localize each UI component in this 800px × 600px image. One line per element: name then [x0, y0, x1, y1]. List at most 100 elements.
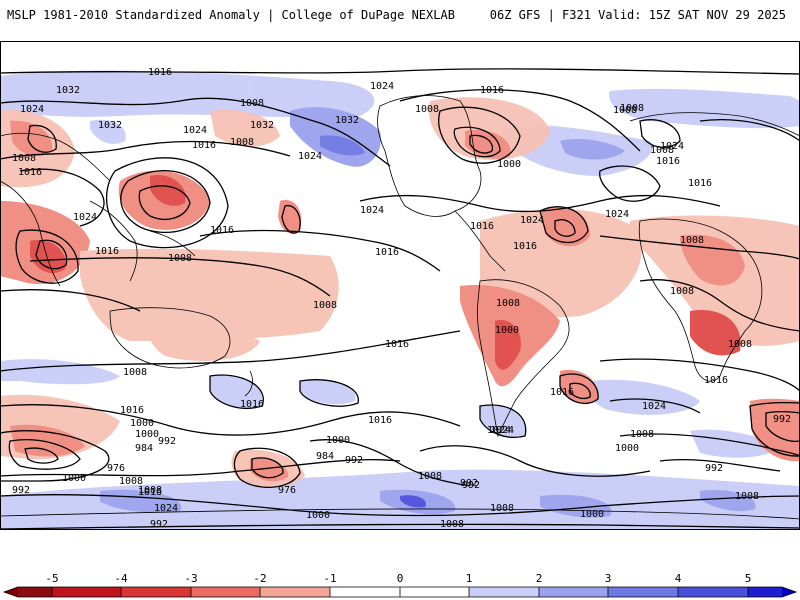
isobar-label: 1008	[168, 253, 192, 264]
isobar-label: 1024	[605, 209, 629, 220]
isobar-label: 1008	[620, 103, 644, 114]
isobar-label: 992	[773, 414, 791, 425]
colorbar-tick-label: -2	[253, 572, 267, 585]
anomaly-map: 1016 1032 1024 1008 1032 1024 1016 1032 …	[0, 41, 800, 530]
isobar-label: 1016	[138, 487, 162, 498]
colorbar-tick-label: 5	[744, 572, 752, 585]
isobar-label: 1032	[335, 115, 359, 126]
colorbar-swatches	[2, 586, 798, 598]
isobar-label: 1024	[520, 215, 544, 226]
colorbar-tick-label: 1	[465, 572, 473, 585]
colorbar-tick-label: -1	[323, 572, 337, 585]
isobar-label: 1008	[630, 429, 654, 440]
isobar-label: 1024	[73, 212, 97, 223]
colorbar-arrow-left	[4, 587, 18, 597]
isobar-label: 1008	[735, 491, 759, 502]
isobar-label: 1000	[135, 429, 159, 440]
isobar-label: 1016	[95, 246, 119, 257]
isobar-label: 1024	[183, 125, 207, 136]
isobar-label: 1024	[298, 151, 322, 162]
isobar-label: 1000	[62, 473, 86, 484]
isobar-label: 1016	[368, 415, 392, 426]
isobar-label: 1008	[119, 476, 143, 487]
isobar-label: 1000	[615, 443, 639, 454]
isobar-label: 1024	[487, 425, 511, 436]
isobar-labels: 1016 1032 1024 1008 1032 1024 1016 1032 …	[12, 67, 791, 530]
isobar-label: 1008	[240, 98, 264, 109]
coastlines	[0, 95, 800, 520]
isobar-label: 1008	[230, 137, 254, 148]
isobar-label: 992	[462, 480, 480, 491]
isobar-label: 1000	[495, 325, 519, 336]
isobar-label: 1016	[550, 387, 574, 398]
colorbar-tick-label: -5	[45, 572, 59, 585]
isobar-label: 1016	[18, 167, 42, 178]
isobar-label: 992	[460, 478, 478, 489]
isobar-label: 1008	[490, 503, 514, 514]
isobar-label: 1024	[370, 81, 394, 92]
header: MSLP 1981-2010 Standardized Anomaly | Co…	[0, 0, 800, 40]
colorbar-tick-label: 0	[396, 572, 404, 585]
isobar-label: 1024	[642, 401, 666, 412]
isobar-label: 1016	[470, 221, 494, 232]
isobar-label: 1008	[12, 153, 36, 164]
isobar-label: 984	[316, 451, 334, 462]
isobar-label: 1016	[192, 140, 216, 151]
isobar-label: 1016	[210, 225, 234, 236]
isobar-contours	[0, 68, 800, 530]
colorbar-tick-label: -4	[114, 572, 128, 585]
colorbar-arrow-right	[782, 587, 796, 597]
isobar-label: 1016	[688, 178, 712, 189]
isobar-label: 1008	[650, 145, 674, 156]
isobar-label: 1008	[123, 367, 147, 378]
isobar-label: 1024	[490, 425, 514, 436]
isobar-label: 992	[705, 463, 723, 474]
isobar-label: 1008	[680, 235, 704, 246]
map-title: MSLP 1981-2010 Standardized Anomaly | Co…	[7, 8, 455, 22]
isobar-label: 976	[278, 485, 296, 496]
isobar-label: 1016	[240, 399, 264, 410]
isobar-label: 1000	[306, 510, 330, 521]
isobar-label: 1000	[326, 435, 350, 446]
isobar-label: 1008	[415, 104, 439, 115]
colorbar-tick-label: 4	[674, 572, 682, 585]
isobar-label: 1008	[313, 300, 337, 311]
isobar-label: 992	[345, 455, 363, 466]
model-run-valid-time: 06Z GFS | F321 Valid: 15Z SAT NOV 29 202…	[489, 8, 786, 22]
colorbar-tick-label: 3	[604, 572, 612, 585]
isobar-label: 1008	[138, 485, 162, 496]
isobar-label: 1008	[418, 471, 442, 482]
isobar-label: 1016	[704, 375, 728, 386]
isobar-label: 1000	[497, 159, 521, 170]
isobar-label: 1008	[496, 298, 520, 309]
isobar-label: 1008	[728, 339, 752, 350]
isobar-label: 1032	[56, 85, 80, 96]
isobar-label: 1008	[670, 286, 694, 297]
colorbar-tick-label: -3	[184, 572, 198, 585]
isobar-label: 1024	[154, 503, 178, 514]
isobar-label: 976	[107, 463, 125, 474]
isobar-label: 992	[12, 485, 30, 496]
isobar-label: 1000	[130, 418, 154, 429]
isobar-label: 984	[135, 443, 153, 454]
isobar-label: 1008	[613, 105, 637, 116]
isobar-label: 1008	[440, 519, 464, 530]
isobar-label: 1016	[120, 405, 144, 416]
positive-anomaly-shading	[0, 70, 800, 530]
colorbar-tick-label: 2	[535, 572, 543, 585]
isobar-label: 992	[158, 436, 176, 447]
isobar-label: 1032	[98, 120, 122, 131]
isobar-label: 1016	[513, 241, 537, 252]
isobar-label: 1016	[656, 156, 680, 167]
isobar-label: 1016	[385, 339, 409, 350]
isobar-label: 1016	[375, 247, 399, 258]
isobar-label: 1016	[148, 67, 172, 78]
isobar-label: 1024	[20, 104, 44, 115]
isobar-label: 1016	[480, 85, 504, 96]
isobar-label: 1000	[580, 509, 604, 520]
isobar-label: 1032	[250, 120, 274, 131]
colorbar: -5 -4 -3 -2 -1 0 1 2 3 4 5	[0, 572, 800, 600]
isobar-label: 1024	[360, 205, 384, 216]
isobar-label: 992	[150, 519, 168, 530]
isobar-label: 1024	[660, 141, 684, 152]
